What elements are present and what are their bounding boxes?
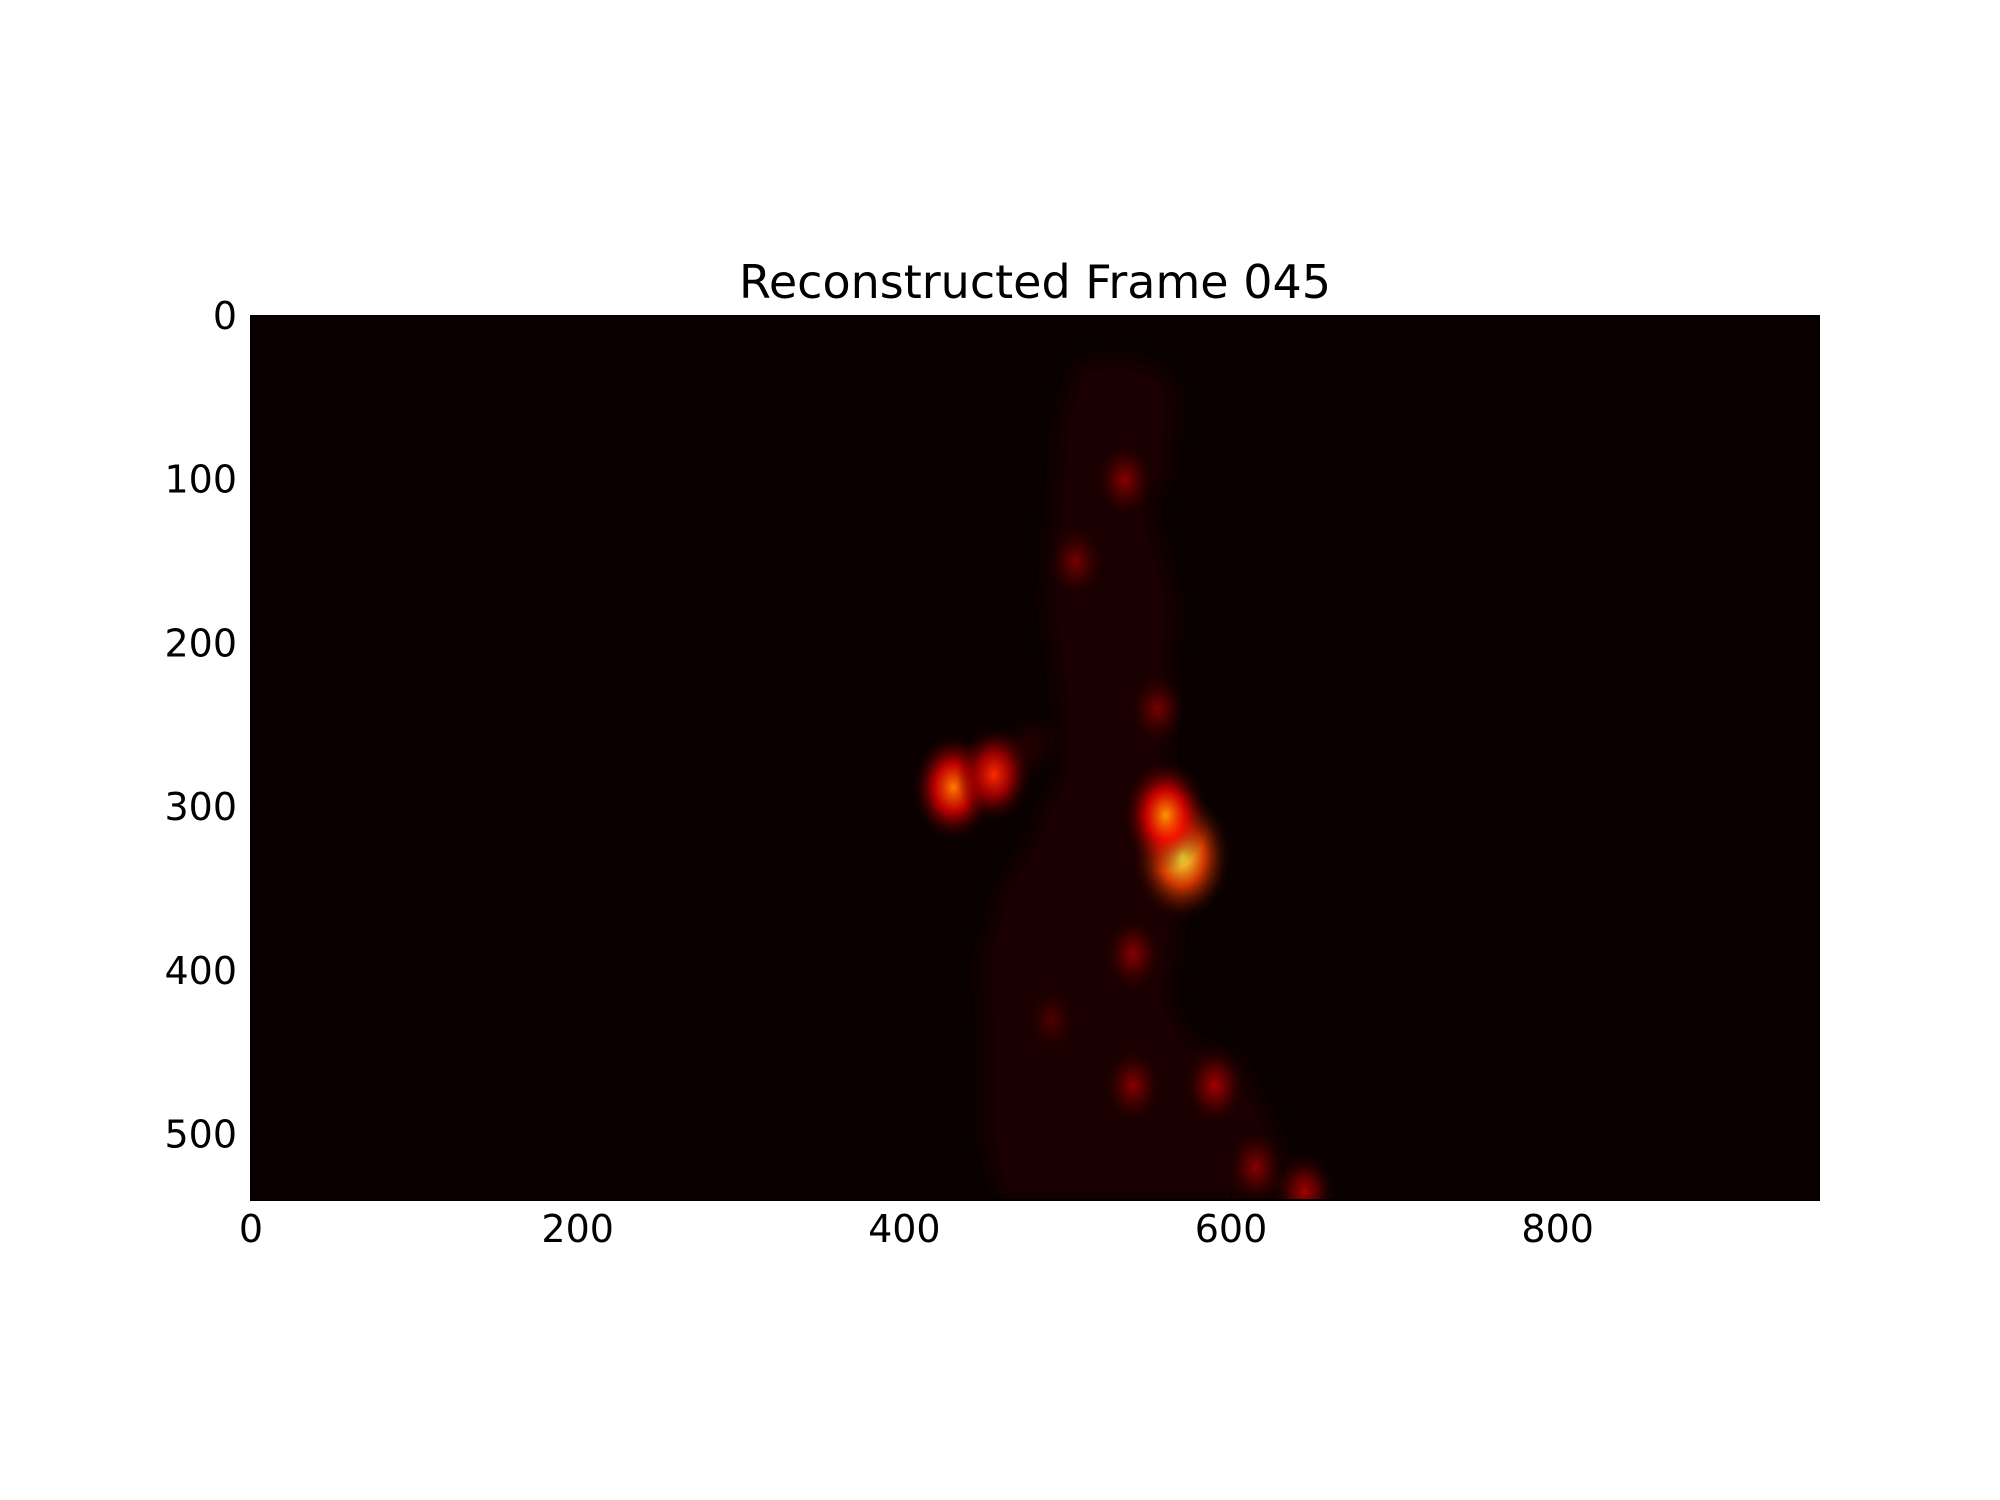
y-tick-label: 400 — [164, 949, 237, 993]
plot-area — [250, 315, 1820, 1201]
heat-hotspot — [1184, 1045, 1246, 1125]
x-tick-label: 200 — [541, 1207, 614, 1251]
chart-title: Reconstructed Frame 045 — [739, 255, 1331, 309]
x-tick-label: 400 — [868, 1207, 941, 1251]
heat-hotspot — [1104, 1047, 1162, 1124]
heat-hotspot — [1095, 442, 1154, 518]
y-tick-label: 500 — [164, 1113, 237, 1157]
heat-hotspot — [956, 725, 1032, 823]
heat-hotspot — [1129, 672, 1186, 746]
hotspots — [911, 442, 1335, 1200]
y-tick-label: 300 — [164, 785, 237, 829]
y-tick-label: 0 — [213, 294, 237, 338]
heat-hotspot — [1226, 1129, 1285, 1200]
y-tick-label: 100 — [164, 458, 237, 502]
heat-hotspot — [1025, 985, 1078, 1054]
plot-frame — [250, 315, 1820, 1201]
heat-hotspot — [1104, 916, 1162, 993]
x-tick-label: 600 — [1195, 1207, 1268, 1251]
heat-hotspot — [1122, 759, 1209, 872]
x-axis: 0 200 400 600 800 — [239, 1192, 1594, 1251]
y-tick-label: 200 — [164, 621, 237, 665]
y-axis: 0 100 200 300 400 500 — [164, 294, 259, 1157]
x-tick-label: 0 — [239, 1207, 263, 1251]
heat-hotspot — [1047, 524, 1104, 599]
heat-hotspot — [1274, 1152, 1335, 1200]
x-tick-label: 800 — [1521, 1207, 1594, 1251]
